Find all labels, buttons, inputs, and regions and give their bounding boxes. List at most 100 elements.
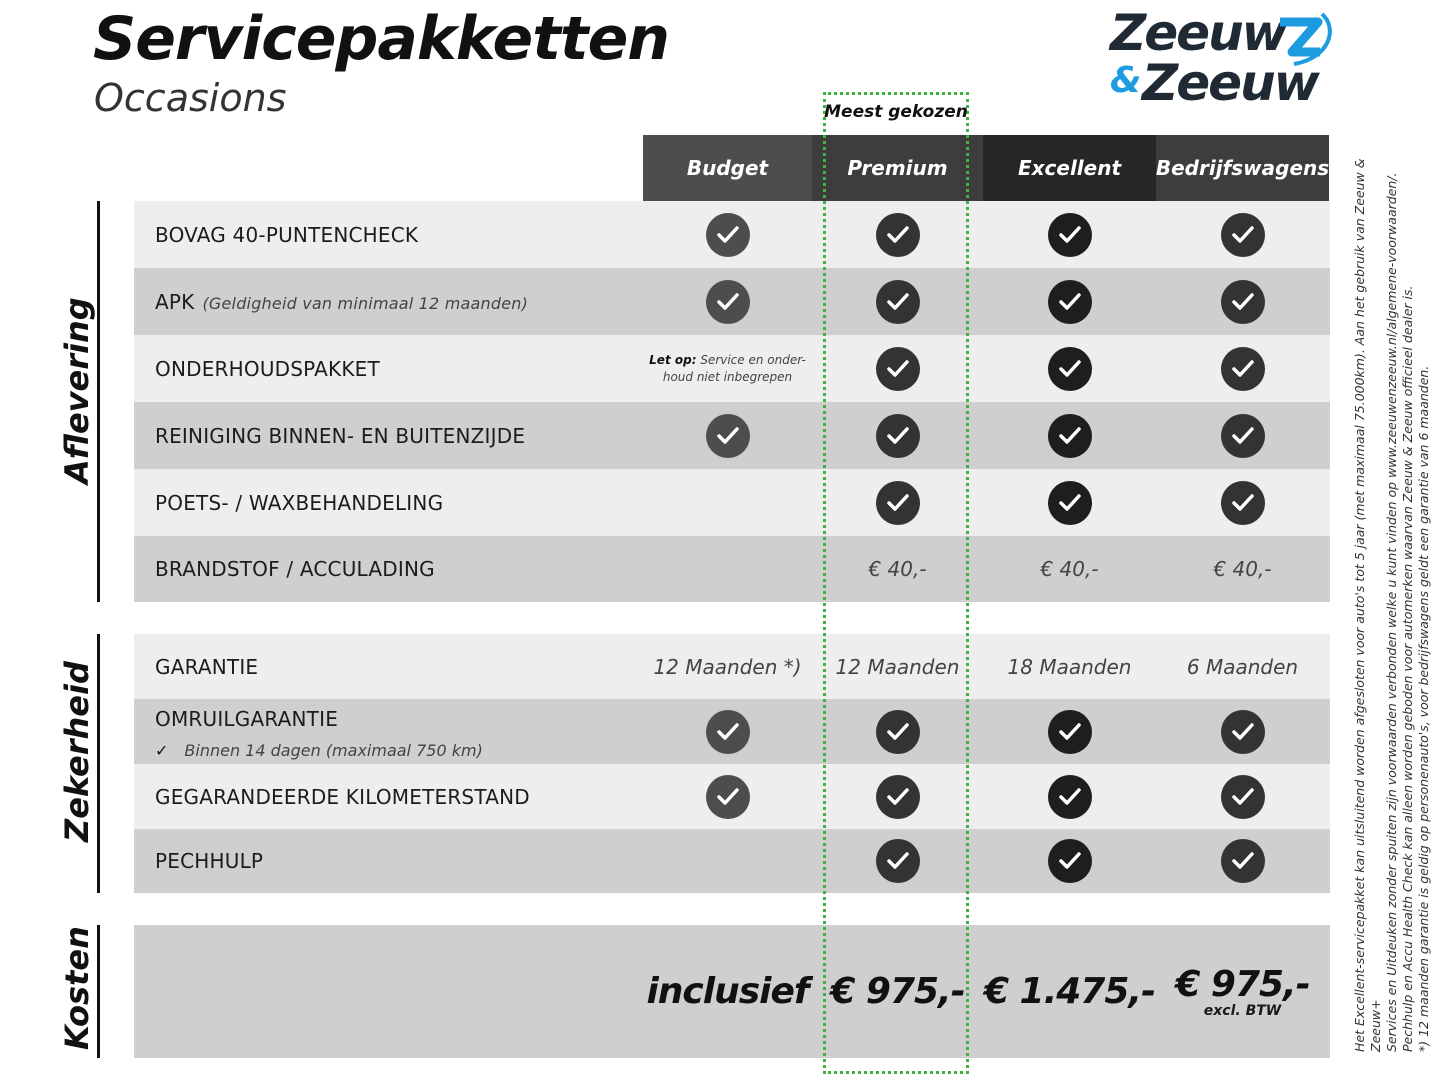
row-label: APK (Geldigheid van minimaal 12 maanden) — [155, 289, 529, 314]
cell-value: 6 Maanden — [1186, 654, 1299, 679]
most-chosen-badge: Meest gekozen — [824, 102, 968, 122]
cell-budget — [643, 764, 812, 829]
cell-premium — [812, 764, 983, 829]
row-label: GEGARANDEERDE KILOMETERSTAND — [155, 784, 530, 809]
cell-bedrijfswagens — [1156, 699, 1329, 764]
price-value: inclusief — [646, 971, 809, 1012]
cell-premium: 12 Maanden — [812, 634, 983, 699]
cell-bedrijfswagens: 6 Maanden — [1156, 634, 1329, 699]
cell-value: 18 Maanden — [1007, 654, 1132, 679]
cell-premium — [812, 699, 983, 764]
cell-bedrijfswagens — [1156, 201, 1329, 268]
cell-bedrijfswagens — [1156, 764, 1329, 829]
price-value: € 1.475,- — [983, 971, 1156, 1012]
costs-row: inclusief € 975,- € 1.475,- € 975,- excl. BT… — [134, 925, 1330, 1058]
check-icon — [1047, 413, 1092, 458]
table-row-bovag-40-puntencheck: BOVAG 40-PUNTENCHECK — [134, 201, 1330, 268]
cell-premium — [812, 829, 983, 893]
brand-logo: Zeeuw & Zeeuw — [1110, 4, 1335, 112]
cell-budget: 12 Maanden *) — [643, 634, 812, 699]
check-icon — [705, 709, 750, 754]
check-icon — [875, 839, 920, 883]
check-icon — [1047, 774, 1092, 819]
check-icon — [1220, 480, 1265, 525]
price-excellent: € 1.475,- — [983, 925, 1156, 1058]
cell-value: € 40,- — [1040, 557, 1099, 581]
check-icon — [1047, 839, 1092, 883]
check-icon — [1047, 346, 1092, 391]
section-label-kosten: Kosten — [58, 926, 96, 1050]
check-icon — [705, 413, 750, 458]
cell-budget — [643, 469, 812, 536]
cell-budget — [643, 536, 812, 602]
footnote: Het Excellent-servicepakket kan uitsluit… — [1352, 158, 1383, 1052]
check-icon — [875, 279, 920, 324]
row-label: REINIGING BINNEN- EN BUITENZIJDE — [155, 423, 526, 448]
check-icon — [1047, 212, 1092, 257]
logo-z-icon — [1280, 12, 1332, 66]
check-icon — [875, 413, 920, 458]
cell-excellent — [983, 268, 1156, 335]
row-label: ONDERHOUDSPAKKET — [155, 356, 380, 381]
cell-premium — [812, 201, 983, 268]
price-note: excl. BTW — [1203, 1003, 1282, 1019]
cell-premium — [812, 469, 983, 536]
cell-premium — [812, 402, 983, 469]
budget-note: Let op: Service en onder-houd niet inbeg… — [649, 352, 806, 384]
check-icon — [705, 212, 750, 257]
page-subtitle: Occasions — [94, 76, 287, 120]
row-label: PECHHULP — [155, 849, 264, 873]
check-icon — [875, 346, 920, 391]
row-label: BOVAG 40-PUNTENCHECK — [155, 222, 419, 247]
cell-bedrijfswagens — [1156, 335, 1329, 402]
cell-budget — [643, 268, 812, 335]
table-row-omruilgarantie: OMRUILGARANTIE ✓ Binnen 14 dagen (maximaal… — [134, 699, 1330, 764]
check-icon — [875, 480, 920, 525]
check-icon — [705, 774, 750, 819]
cell-excellent — [983, 402, 1156, 469]
footnotes: Het Excellent-servicepakket kan uitsluit… — [1352, 132, 1432, 1052]
check-icon — [875, 774, 920, 819]
table-row-reiniging-binnen-en-buitenzijde: REINIGING BINNEN- EN BUITENZIJDE — [134, 402, 1330, 469]
table-row-apk: APK (Geldigheid van minimaal 12 maanden) — [134, 268, 1330, 335]
cell-excellent: € 40,- — [983, 536, 1156, 602]
table-row-garantie: GARANTIE 12 Maanden *) 12 Maanden 18 Maande… — [134, 634, 1330, 699]
check-icon — [1220, 346, 1265, 391]
row-label: GARANTIE — [155, 654, 259, 679]
page-title: Servicepakketten — [93, 4, 670, 74]
check-icon — [875, 212, 920, 257]
cell-bedrijfswagens: € 40,- — [1156, 536, 1329, 602]
cell-excellent — [983, 201, 1156, 268]
price-value: € 975,- — [1175, 964, 1310, 1005]
price-value: € 975,- — [830, 971, 965, 1012]
row-sublabel: ✓ Binnen 14 dagen (maximaal 750 km) — [155, 741, 483, 760]
cell-budget — [643, 699, 812, 764]
cell-excellent — [983, 699, 1156, 764]
cell-excellent — [983, 335, 1156, 402]
section-label-aflevering: Aflevering — [58, 297, 96, 484]
price-bedrijfswagens: € 975,- excl. BTW — [1156, 925, 1329, 1058]
row-label: OMRUILGARANTIE — [155, 707, 339, 731]
row-note: (Geldigheid van minimaal 12 maanden) — [202, 293, 529, 313]
section-divider — [97, 201, 100, 602]
column-header-bedrijfswagens: Bedrijfswagens — [1156, 135, 1329, 201]
footnote: *) 12 maanden garantie is geldig op pers… — [1416, 365, 1431, 1052]
cell-bedrijfswagens — [1156, 402, 1329, 469]
checkmark-icon: ✓ — [155, 741, 169, 760]
column-header-excellent: Excellent — [983, 135, 1156, 201]
cell-excellent — [983, 764, 1156, 829]
section-divider — [97, 634, 100, 893]
table-row-brandstof-acculading: BRANDSTOF / ACCULADING € 40,- € 40,- € 40,- — [134, 536, 1330, 602]
check-icon — [1220, 413, 1265, 458]
check-icon — [1220, 709, 1265, 754]
check-icon — [1047, 279, 1092, 324]
check-icon — [1047, 480, 1092, 525]
check-icon — [705, 279, 750, 324]
table-row-pechhulp: PECHHULP — [134, 829, 1330, 893]
cell-excellent: 18 Maanden — [983, 634, 1156, 699]
price-budget: inclusief — [643, 925, 812, 1058]
cell-value: € 40,- — [1213, 557, 1272, 581]
cell-excellent — [983, 469, 1156, 536]
check-icon — [1220, 839, 1265, 883]
cell-bedrijfswagens — [1156, 829, 1329, 893]
